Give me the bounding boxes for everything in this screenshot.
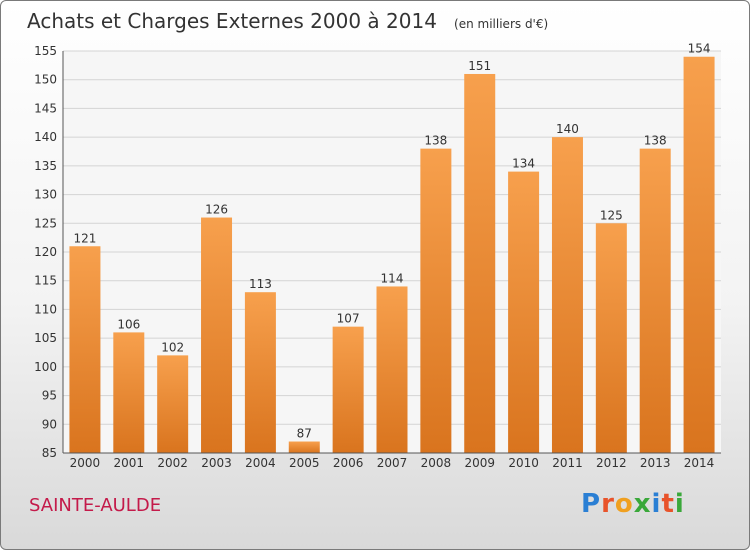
data-label: 140 (556, 122, 579, 136)
data-label: 113 (249, 277, 272, 291)
x-tick-label: 2005 (289, 456, 320, 470)
chart-unit: (en milliers d'€) (454, 17, 549, 31)
bar (332, 326, 364, 453)
y-tick-label: 155 (34, 44, 57, 58)
x-tick-label: 2001 (114, 456, 145, 470)
bar (508, 171, 540, 453)
x-tick-label: 2007 (377, 456, 408, 470)
y-tick-label: 90 (42, 417, 57, 431)
bar (376, 286, 408, 453)
bar (595, 223, 627, 453)
x-tick-label: 2012 (596, 456, 627, 470)
x-tick-label: 2003 (201, 456, 232, 470)
bar (464, 73, 496, 453)
y-tick-label: 150 (34, 73, 57, 87)
bar (113, 332, 145, 453)
bar (420, 148, 452, 453)
bar (639, 148, 671, 453)
y-tick-label: 120 (34, 245, 57, 259)
chart-title: Achats et Charges Externes 2000 à 2014 (27, 9, 437, 33)
y-tick-label: 95 (42, 389, 57, 403)
x-tick-label: 2004 (245, 456, 276, 470)
data-label: 87 (297, 427, 312, 441)
data-label: 102 (161, 340, 184, 354)
x-tick-label: 2013 (640, 456, 671, 470)
data-label: 138 (644, 134, 667, 148)
y-tick-label: 145 (34, 101, 57, 115)
data-label: 126 (205, 203, 228, 217)
y-tick-label: 125 (34, 216, 57, 230)
x-tick-label: 2002 (157, 456, 188, 470)
data-label: 121 (73, 231, 96, 245)
data-label: 138 (424, 134, 447, 148)
data-label: 134 (512, 157, 535, 171)
data-label: 125 (600, 208, 623, 222)
data-label: 107 (337, 312, 360, 326)
chart-title-block: Achats et Charges Externes 2000 à 2014 (… (27, 9, 548, 33)
bar (244, 292, 276, 453)
x-tick-label: 2000 (70, 456, 101, 470)
y-tick-label: 85 (42, 446, 57, 460)
bar (201, 217, 233, 453)
y-tick-label: 115 (34, 274, 57, 288)
proxiti-logo: Proxiti (581, 489, 685, 519)
data-label: 106 (117, 317, 140, 331)
bar (69, 246, 101, 453)
x-tick-label: 2014 (684, 456, 715, 470)
data-label: 151 (468, 59, 491, 73)
bar (288, 441, 320, 453)
x-tick-label: 2006 (333, 456, 364, 470)
y-tick-label: 105 (34, 331, 57, 345)
x-tick-label: 2010 (508, 456, 539, 470)
y-tick-label: 135 (34, 159, 57, 173)
y-tick-label: 130 (34, 188, 57, 202)
x-tick-label: 2011 (552, 456, 583, 470)
bar (551, 137, 583, 453)
y-tick-label: 100 (34, 360, 57, 374)
bar (683, 56, 715, 453)
bar (157, 355, 189, 453)
y-tick-label: 140 (34, 130, 57, 144)
x-tick-label: 2008 (421, 456, 452, 470)
data-label: 114 (381, 271, 404, 285)
y-tick-label: 110 (34, 302, 57, 316)
data-label: 154 (688, 42, 711, 56)
x-tick-label: 2009 (464, 456, 495, 470)
commune-name: SAINTE-AULDE (29, 495, 162, 516)
